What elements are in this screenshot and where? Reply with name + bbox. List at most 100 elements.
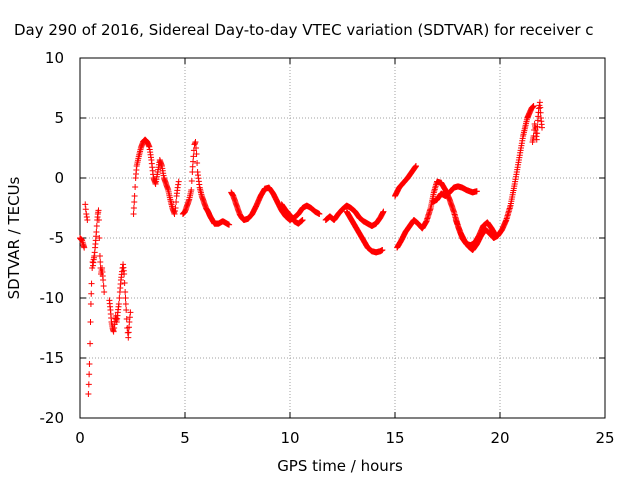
data-point xyxy=(379,247,386,253)
data-point xyxy=(88,290,95,297)
data-point xyxy=(95,217,102,223)
data-point xyxy=(101,289,108,295)
data-point xyxy=(473,188,480,195)
data-point xyxy=(97,259,104,265)
data-point xyxy=(535,105,542,112)
x-tick-label: 25 xyxy=(595,429,614,447)
data-point xyxy=(175,181,182,188)
data-point xyxy=(88,280,95,287)
data-point xyxy=(96,235,103,241)
chart-title: Day 290 of 2016, Sidereal Day-to-day VTE… xyxy=(14,21,594,39)
data-point xyxy=(83,214,90,220)
data-point xyxy=(84,217,91,223)
y-tick-label: -15 xyxy=(40,349,65,367)
data-point xyxy=(82,206,89,213)
x-tick-label: 20 xyxy=(490,429,509,447)
y-tick-labels: -20 -15 -10 -5 0 5 10 xyxy=(40,49,65,427)
data-point xyxy=(380,208,387,215)
x-tick-label: 15 xyxy=(385,429,404,447)
data-point xyxy=(194,160,201,166)
x-tick-label: 0 xyxy=(75,429,85,447)
data-point xyxy=(173,199,180,205)
data-point xyxy=(536,99,543,106)
data-point xyxy=(193,151,200,157)
data-point xyxy=(126,314,133,321)
axis-ticks xyxy=(79,57,606,419)
data-point xyxy=(87,340,94,347)
data-point xyxy=(93,229,100,235)
data-point xyxy=(125,334,132,341)
data-point xyxy=(127,309,134,316)
data-point xyxy=(121,271,128,277)
x-tick-labels: 0 5 10 15 20 25 xyxy=(75,429,614,447)
data-point xyxy=(190,153,197,160)
data-point xyxy=(111,325,118,331)
data-point xyxy=(539,124,545,131)
data-point xyxy=(121,280,128,286)
data-point xyxy=(193,145,200,151)
data-point xyxy=(191,140,198,147)
x-tick-label: 10 xyxy=(280,429,299,447)
data-point xyxy=(82,201,89,208)
grid xyxy=(80,58,605,418)
data-point xyxy=(131,199,138,205)
data-point xyxy=(534,123,541,130)
data-point xyxy=(175,178,182,185)
data-point xyxy=(115,301,122,307)
data-point xyxy=(132,184,139,190)
data-point xyxy=(123,316,130,322)
data-point xyxy=(533,136,540,143)
data-point xyxy=(86,371,93,378)
data-point xyxy=(122,295,129,301)
data-point xyxy=(83,211,90,217)
data-point xyxy=(537,109,544,116)
x-tick-label: 5 xyxy=(180,429,190,447)
data-point xyxy=(316,211,323,217)
y-tick-label: 0 xyxy=(54,169,64,187)
y-axis-label: SDTVAR / TECUs xyxy=(5,176,23,299)
data-point xyxy=(537,104,544,111)
data-point xyxy=(81,244,88,251)
data-point xyxy=(123,307,130,313)
data-point xyxy=(413,163,419,169)
data-point xyxy=(87,301,94,307)
y-tick-label: 5 xyxy=(54,109,64,127)
data-point xyxy=(226,221,233,228)
data-point xyxy=(172,208,179,214)
data-point xyxy=(96,253,103,259)
data-point xyxy=(85,381,92,388)
data-points xyxy=(77,99,545,397)
data-point xyxy=(188,187,195,193)
data-point xyxy=(130,205,137,211)
data-point xyxy=(86,361,93,367)
data-point xyxy=(100,277,107,283)
y-tick-label: -5 xyxy=(49,229,64,247)
data-point xyxy=(171,211,178,217)
x-axis-label: GPS time / hours xyxy=(277,457,403,475)
data-point xyxy=(87,319,94,325)
data-point xyxy=(85,391,92,397)
y-tick-label: -10 xyxy=(40,289,65,307)
y-tick-label: -20 xyxy=(40,409,65,427)
data-point xyxy=(122,289,129,295)
data-point xyxy=(174,184,181,191)
data-point xyxy=(93,223,100,229)
data-point xyxy=(125,329,132,336)
data-point xyxy=(299,217,306,223)
data-point xyxy=(126,324,132,331)
data-point xyxy=(110,328,117,335)
data-point xyxy=(188,178,195,184)
data-point xyxy=(172,205,179,211)
data-point xyxy=(189,163,196,170)
data-point xyxy=(131,193,138,199)
data-point xyxy=(530,103,537,109)
data-point xyxy=(122,301,129,307)
data-point xyxy=(192,139,199,145)
data-point xyxy=(190,158,197,165)
data-point xyxy=(534,130,541,137)
data-point xyxy=(130,211,137,217)
data-point xyxy=(126,319,133,325)
data-point xyxy=(100,283,107,289)
data-point xyxy=(116,295,123,301)
